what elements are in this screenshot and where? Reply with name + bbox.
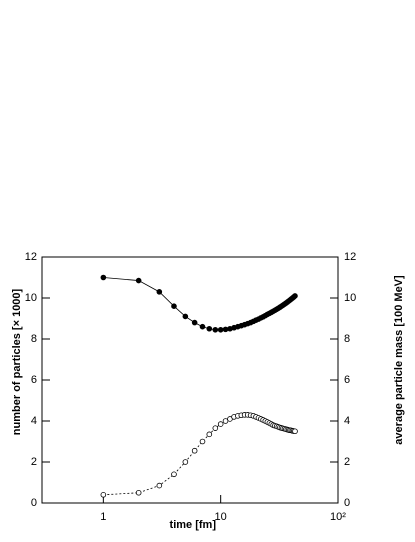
y-tick-label: 2 xyxy=(31,456,37,468)
data-point xyxy=(292,428,298,435)
x-axis-title: time [fm] xyxy=(170,519,217,531)
data-point xyxy=(206,431,213,438)
y2-tick-label: 10 xyxy=(344,292,356,304)
data-point xyxy=(191,319,198,326)
y-axis-title: number of particles [× 1000] xyxy=(11,288,23,435)
y-tick-label: 10 xyxy=(25,292,37,304)
data-point xyxy=(222,418,229,424)
data-point xyxy=(217,326,224,333)
y-tick-label: 6 xyxy=(31,374,37,386)
y2-tick-label: 0 xyxy=(344,497,350,509)
y2-axis-title: average particle mass [100 MeV] xyxy=(393,275,405,445)
data-point xyxy=(212,326,219,333)
data-point xyxy=(222,326,229,333)
data-point xyxy=(292,293,298,299)
data-point xyxy=(135,277,142,284)
y-tick-label: 8 xyxy=(31,333,37,345)
y2-tick-label: 4 xyxy=(344,415,350,427)
data-point xyxy=(100,274,107,281)
data-point xyxy=(171,471,177,478)
y2-tick-label: 12 xyxy=(344,251,356,263)
data-point xyxy=(182,459,189,465)
data-point xyxy=(212,425,219,431)
data-point xyxy=(206,325,213,332)
x-tick-label: 1 xyxy=(100,511,106,523)
x-tick-label: 10² xyxy=(330,511,346,523)
y-tick-label: 12 xyxy=(25,251,37,263)
data-point xyxy=(217,421,224,427)
y2-tick-label: 2 xyxy=(344,456,350,468)
y-tick-label: 0 xyxy=(31,497,37,509)
data-point xyxy=(199,323,206,330)
data-point xyxy=(191,447,198,454)
y2-tick-label: 6 xyxy=(344,374,350,386)
data-point xyxy=(199,438,206,445)
data-point xyxy=(171,303,177,310)
data-point xyxy=(100,491,107,498)
data-point xyxy=(135,489,142,496)
data-point xyxy=(156,289,163,295)
y2-tick-label: 8 xyxy=(344,333,350,345)
x-tick-label: 10 xyxy=(215,511,227,523)
series-line xyxy=(103,277,296,331)
data-point xyxy=(156,482,163,489)
data-point xyxy=(182,313,189,320)
series-line xyxy=(103,414,296,496)
y-tick-label: 4 xyxy=(31,415,37,427)
